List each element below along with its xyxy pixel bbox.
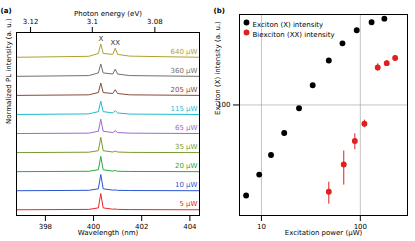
svg-text:20 µW: 20 µW xyxy=(175,162,198,170)
svg-text:3.1: 3.1 xyxy=(87,18,98,26)
svg-text:398: 398 xyxy=(39,223,52,231)
svg-text:10: 10 xyxy=(257,223,266,231)
svg-text:Photon energy (eV): Photon energy (eV) xyxy=(74,10,142,18)
svg-text:Excitation power (µW): Excitation power (µW) xyxy=(285,229,363,237)
svg-text:115 µW: 115 µW xyxy=(171,105,198,113)
svg-text:Exciton (X) intensity (a. u.): Exciton (X) intensity (a. u.) xyxy=(214,21,222,115)
svg-text:10 µW: 10 µW xyxy=(175,181,198,189)
svg-text:X: X xyxy=(98,35,103,43)
svg-text:404: 404 xyxy=(183,223,197,231)
svg-text:205 µW: 205 µW xyxy=(171,86,198,94)
svg-text:(a): (a) xyxy=(1,7,12,15)
svg-text:(b): (b) xyxy=(214,7,225,15)
svg-text:35 µW: 35 µW xyxy=(175,143,198,151)
svg-text:640 µW: 640 µW xyxy=(171,48,198,56)
svg-text:Normalized PL intensity (a. u.: Normalized PL intensity (a. u.) xyxy=(5,18,13,124)
svg-text:Exciton (X) intensity: Exciton (X) intensity xyxy=(253,21,324,29)
svg-text:XX: XX xyxy=(110,39,120,47)
svg-text:402: 402 xyxy=(135,223,149,232)
svg-text:65 µW: 65 µW xyxy=(175,124,198,132)
svg-text:400: 400 xyxy=(86,223,101,232)
svg-text:100: 100 xyxy=(353,223,367,232)
svg-text:3.08: 3.08 xyxy=(147,18,163,26)
svg-text:Biexciton (XX) intensity: Biexciton (XX) intensity xyxy=(253,31,335,39)
svg-text:3.12: 3.12 xyxy=(23,18,39,26)
svg-text:5 µW: 5 µW xyxy=(179,200,197,208)
svg-text:100: 100 xyxy=(217,101,231,110)
svg-text:Wavelength (nm): Wavelength (nm) xyxy=(78,229,139,237)
svg-text:360 µW: 360 µW xyxy=(171,67,198,75)
